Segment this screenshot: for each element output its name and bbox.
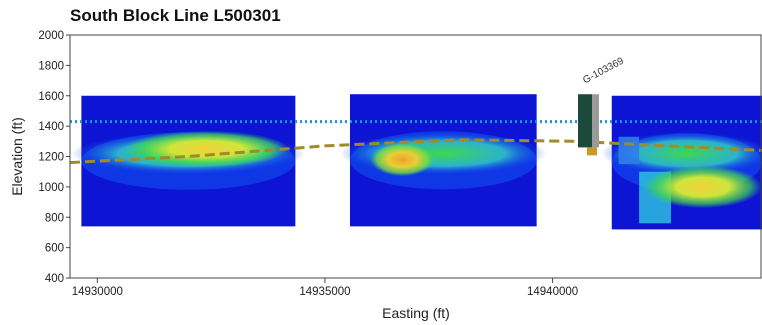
plot-area: G-103369 <box>69 34 762 279</box>
green-band <box>601 132 762 175</box>
interface-dashed-line <box>70 138 762 165</box>
y-tick-label: 1200 <box>38 152 64 164</box>
overlay-lines <box>70 120 762 165</box>
y-tick-label: 800 <box>45 212 64 224</box>
x-axis: 14930000 14935000 14940000 <box>72 278 578 298</box>
y-tick-label: 1000 <box>38 182 64 194</box>
hotspot <box>124 130 289 168</box>
section-block <box>601 95 762 230</box>
green-band <box>339 132 547 175</box>
chart-title: South Block Line L500301 <box>70 6 281 25</box>
y-tick-label: 2000 <box>38 30 64 42</box>
y-tick-label: 400 <box>45 273 64 285</box>
well-casing <box>578 94 592 148</box>
well-log <box>592 94 599 148</box>
y-tick-label: 600 <box>45 243 64 255</box>
y-axis: 400 600 800 1000 1200 1400 1600 1800 2000 <box>38 30 70 285</box>
x-tick-label: 14940000 <box>527 286 578 298</box>
well-marker <box>587 147 597 156</box>
section-block <box>339 94 547 227</box>
section-blocks <box>71 94 762 230</box>
x-tick-label: 14930000 <box>72 286 123 298</box>
blue-zone <box>618 136 640 165</box>
y-axis-label: Elevation (ft) <box>9 117 25 196</box>
y-tick-label: 1800 <box>38 60 64 72</box>
x-axis-label: Easting (ft) <box>382 305 450 321</box>
y-tick-label: 1600 <box>38 91 64 103</box>
x-tick-label: 14935000 <box>299 286 350 298</box>
hotspot <box>643 165 762 209</box>
y-tick-label: 1400 <box>38 121 64 133</box>
hotspot <box>370 142 435 177</box>
